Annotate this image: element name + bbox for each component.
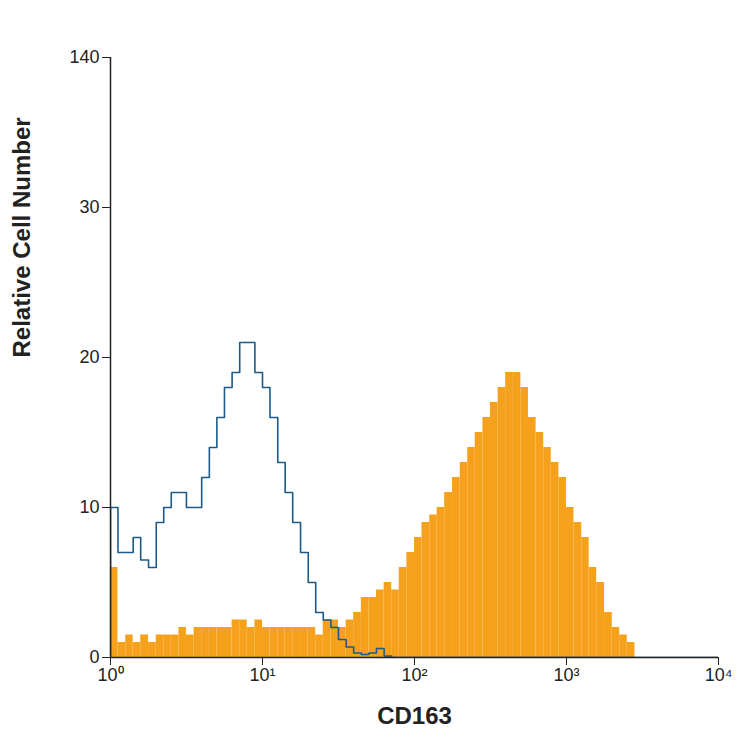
svg-text:10¹: 10¹ (249, 665, 275, 685)
svg-text:10: 10 (79, 497, 99, 517)
svg-text:Relative Cell Number: Relative Cell Number (8, 117, 35, 357)
svg-text:0: 0 (89, 647, 99, 667)
svg-text:30: 30 (79, 197, 99, 217)
svg-text:10⁴: 10⁴ (705, 665, 733, 685)
svg-text:10²: 10² (401, 665, 427, 685)
svg-text:10⁰: 10⁰ (97, 665, 123, 685)
svg-text:140: 140 (69, 47, 99, 67)
svg-text:20: 20 (79, 347, 99, 367)
svg-text:CD163: CD163 (377, 702, 452, 729)
svg-text:10³: 10³ (553, 665, 579, 685)
